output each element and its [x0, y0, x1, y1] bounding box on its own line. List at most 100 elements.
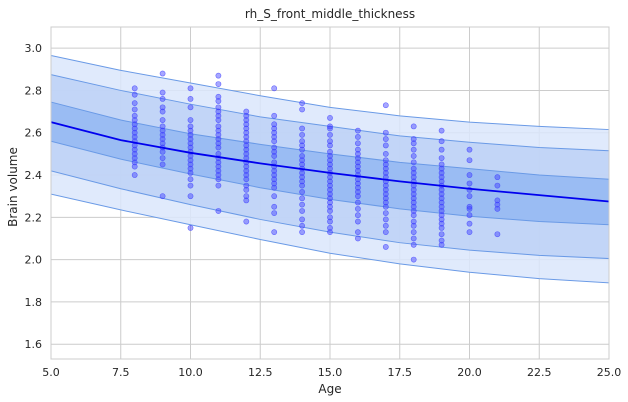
data-point: [187, 117, 194, 123]
data-point: [299, 222, 305, 229]
data-point: [299, 106, 305, 113]
data-point: [215, 208, 222, 214]
data-point: [438, 216, 445, 223]
data-point: [243, 186, 250, 193]
data-point: [327, 195, 333, 202]
data-point: [215, 176, 222, 183]
data-point: [438, 241, 445, 248]
data-point: [382, 203, 389, 210]
chart-title: rh_S_front_middle_thickness: [245, 7, 415, 21]
data-point: [243, 129, 250, 136]
data-point: [243, 117, 250, 123]
data-point: [299, 189, 305, 195]
data-point: [187, 182, 194, 189]
data-point: [187, 95, 194, 102]
data-point: [271, 112, 278, 119]
data-point: [271, 172, 278, 178]
data-point: [131, 125, 138, 132]
trend-line: [50, 121, 610, 203]
data-point: [327, 224, 333, 231]
data-point: [327, 125, 333, 132]
data-point: [410, 218, 417, 225]
data-point: [187, 104, 194, 111]
data-point: [327, 186, 333, 193]
y-tick-label: 2.8: [25, 84, 43, 97]
data-point: [215, 108, 222, 115]
data-point: [215, 144, 222, 151]
data-point: [382, 170, 389, 176]
data-point: [438, 138, 445, 145]
data-point: [131, 91, 138, 98]
data-point: [243, 167, 250, 174]
data-point: [438, 186, 445, 193]
data-point: [410, 174, 417, 181]
data-point: [354, 235, 361, 242]
data-point: [243, 218, 250, 225]
data-point: [410, 136, 417, 142]
data-point: [410, 229, 417, 236]
data-point: [299, 125, 305, 132]
data-point: [354, 218, 361, 225]
data-point: [215, 131, 222, 138]
data-point: [354, 134, 361, 140]
data-point: [438, 224, 445, 231]
data-point: [382, 199, 389, 206]
data-point: [327, 153, 333, 159]
data-point: [131, 100, 138, 107]
data-point: [354, 193, 361, 200]
data-point: [159, 89, 166, 96]
data-point: [131, 155, 138, 162]
y-tick-label: 3.0: [25, 42, 43, 55]
data-point: [243, 193, 250, 200]
data-point: [494, 174, 501, 181]
data-point: [438, 170, 445, 176]
data-point: [299, 195, 305, 202]
data-point: [327, 218, 333, 225]
data-point: [382, 136, 389, 142]
data-point: [410, 165, 417, 172]
data-point: [271, 210, 278, 216]
data-point: [327, 161, 333, 168]
data-point: [410, 159, 417, 166]
data-point: [327, 115, 333, 121]
data-point: [438, 127, 445, 134]
data-point: [187, 127, 194, 134]
data-point: [327, 214, 333, 221]
data-point: [131, 106, 138, 113]
data-point: [159, 70, 166, 77]
data-point: [438, 161, 445, 168]
data-point: [327, 174, 333, 181]
data-point: [299, 146, 305, 153]
x-tick-label: 20.0: [457, 366, 482, 379]
data-point: [215, 159, 222, 166]
data-point: [299, 153, 305, 159]
data-point: [354, 167, 361, 174]
data-point: [438, 212, 445, 219]
y-tick-labels: 1.6 1.8 2.0 2.2 2.4 2.6 2.8 3.0: [25, 42, 43, 351]
data-point: [410, 222, 417, 229]
data-point: [327, 131, 333, 138]
data-point: [215, 117, 222, 123]
data-point: [159, 127, 166, 134]
data-point: [131, 134, 138, 140]
data-point: [243, 176, 250, 183]
data-point: [382, 244, 389, 250]
data-point: [159, 131, 166, 138]
data-point: [271, 144, 278, 151]
data-point: [187, 176, 194, 183]
data-point: [271, 85, 278, 92]
data-point: [131, 117, 138, 123]
data-point: [410, 256, 417, 263]
data-point: [354, 189, 361, 195]
data-point: [215, 93, 222, 100]
data-point: [131, 159, 138, 166]
data-point: [215, 81, 222, 87]
data-point: [410, 212, 417, 219]
data-point: [187, 161, 194, 168]
data-point: [327, 142, 333, 149]
data-point: [466, 180, 473, 187]
data-point: [299, 161, 305, 168]
data-point: [215, 127, 222, 134]
x-axis-label: Age: [318, 382, 341, 396]
data-point: [299, 142, 305, 149]
